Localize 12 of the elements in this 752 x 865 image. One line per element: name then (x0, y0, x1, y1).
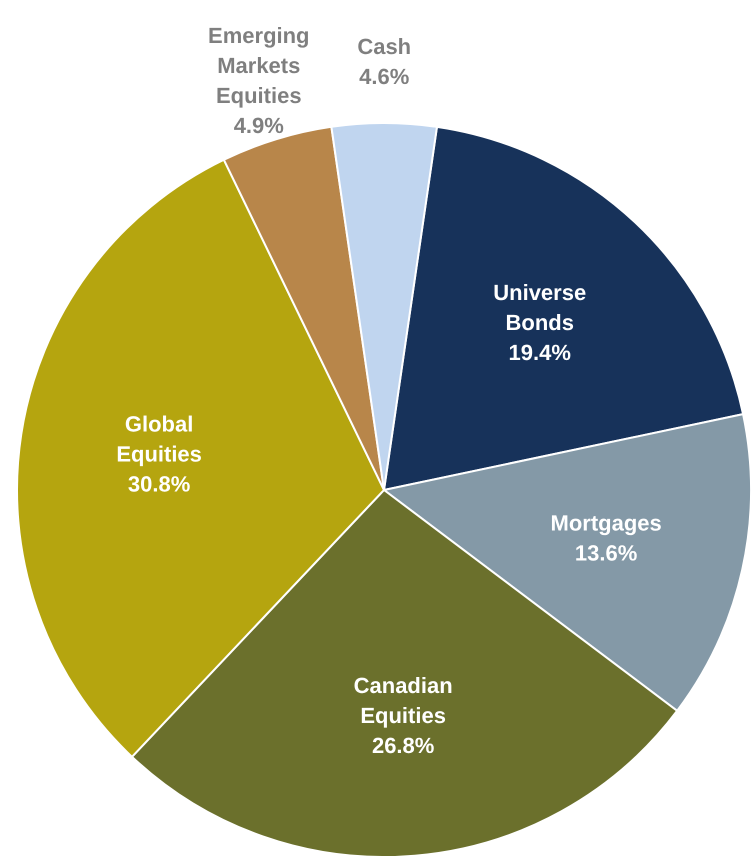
slice-label: Global Equities (116, 411, 202, 466)
data-label: 4.9% (234, 112, 284, 138)
slice-label: Canadian Equities (354, 672, 453, 728)
slice-label: Mortgages (550, 510, 662, 536)
slice-label: Cash (357, 34, 412, 60)
data-label: 19.4% (508, 340, 571, 366)
slice-label: Emerging Markets Equities (208, 22, 310, 108)
data-label: 26.8% (372, 732, 434, 758)
data-label: 30.8% (128, 471, 190, 496)
data-label: 13.6% (574, 540, 638, 566)
slice-label: Universe Bonds (493, 280, 586, 336)
data-label: 4.6% (359, 64, 410, 90)
